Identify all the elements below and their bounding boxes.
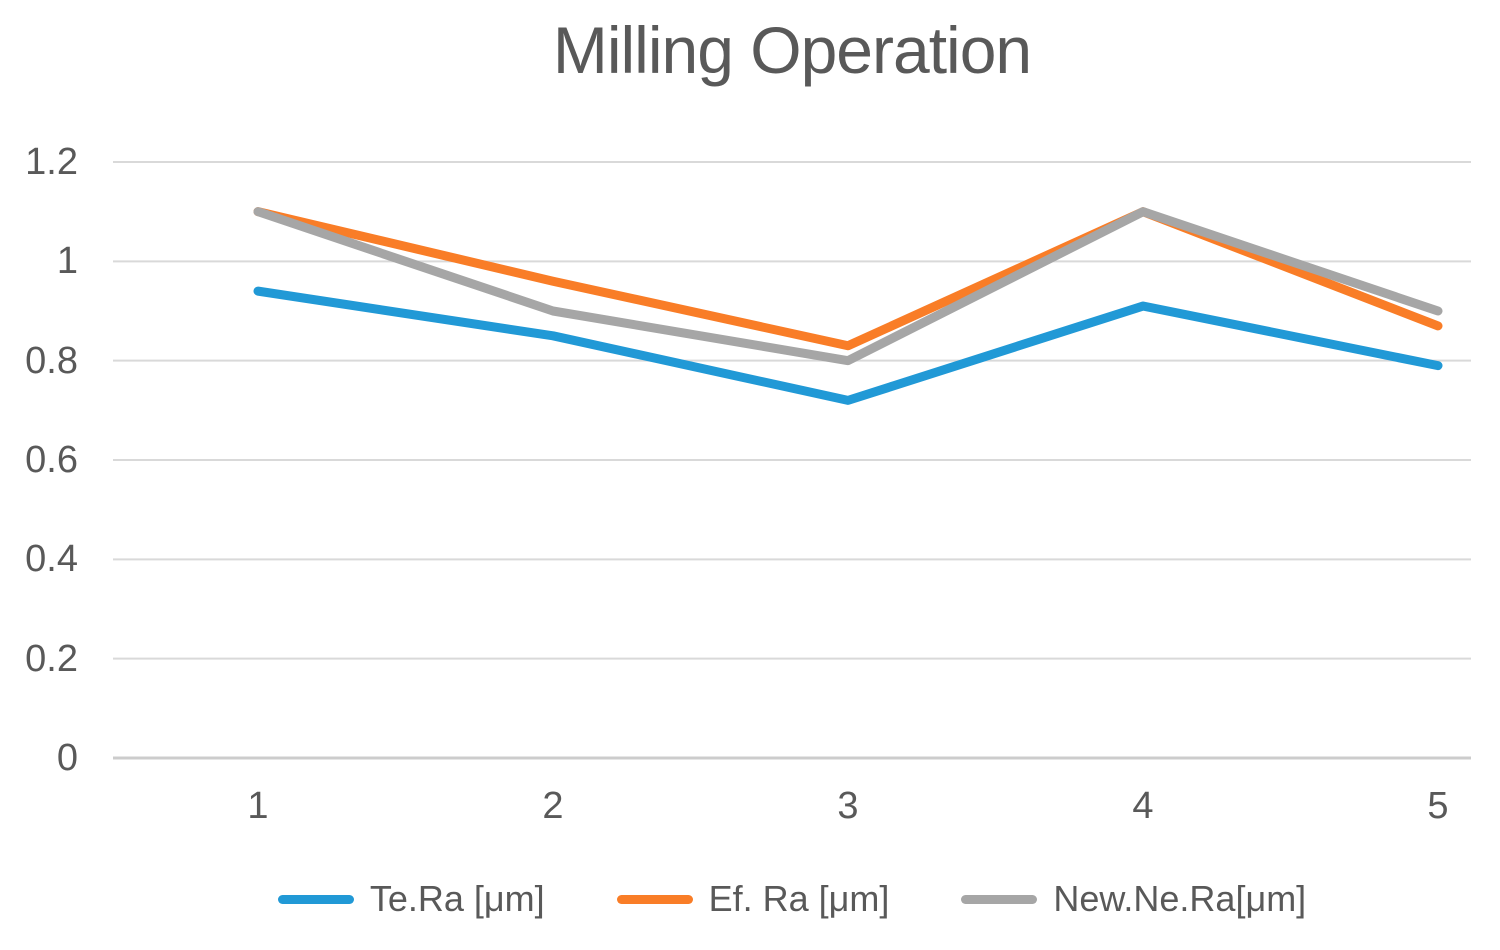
x-tick-label: 3: [837, 785, 859, 827]
x-tick-label: 2: [542, 785, 564, 827]
legend-label: Ef. Ra [μm]: [708, 878, 890, 919]
legend-item-1: Ef. Ra [μm]: [616, 878, 890, 920]
legend-item-2: New.Ne.Ra[μm]: [961, 878, 1306, 920]
y-tick-label: 0.8: [25, 339, 78, 382]
chart-title: Milling Operation: [552, 13, 1032, 87]
y-tick-label: 0.2: [25, 637, 78, 680]
x-tick-label: 4: [1132, 785, 1154, 827]
y-tick-label: 1: [56, 240, 78, 283]
legend-line-swatch: [961, 894, 1038, 904]
y-tick-label: 0.6: [25, 439, 78, 481]
legend: Te.Ra [μm] Ef. Ra [μm] New.Ne.Ra[μm]: [113, 878, 1471, 920]
series-line-2: [253, 207, 1443, 366]
series-line-1: [253, 207, 1443, 351]
series-line-0: [253, 286, 1443, 405]
legend-label: Te.Ra [μm]: [369, 878, 545, 919]
legend-line-swatch: [616, 894, 693, 904]
x-tick-label: 5: [1427, 785, 1449, 827]
y-tick-label: 1.2: [25, 141, 78, 183]
legend-item-0: Te.Ra [μm]: [277, 878, 545, 920]
y-tick-label: 0.4: [25, 538, 78, 581]
legend-label: New.Ne.Ra[μm]: [1053, 878, 1307, 919]
legend-line-swatch: [277, 894, 354, 904]
x-tick-label: 1: [247, 785, 269, 827]
y-tick-label: 0: [56, 737, 78, 779]
